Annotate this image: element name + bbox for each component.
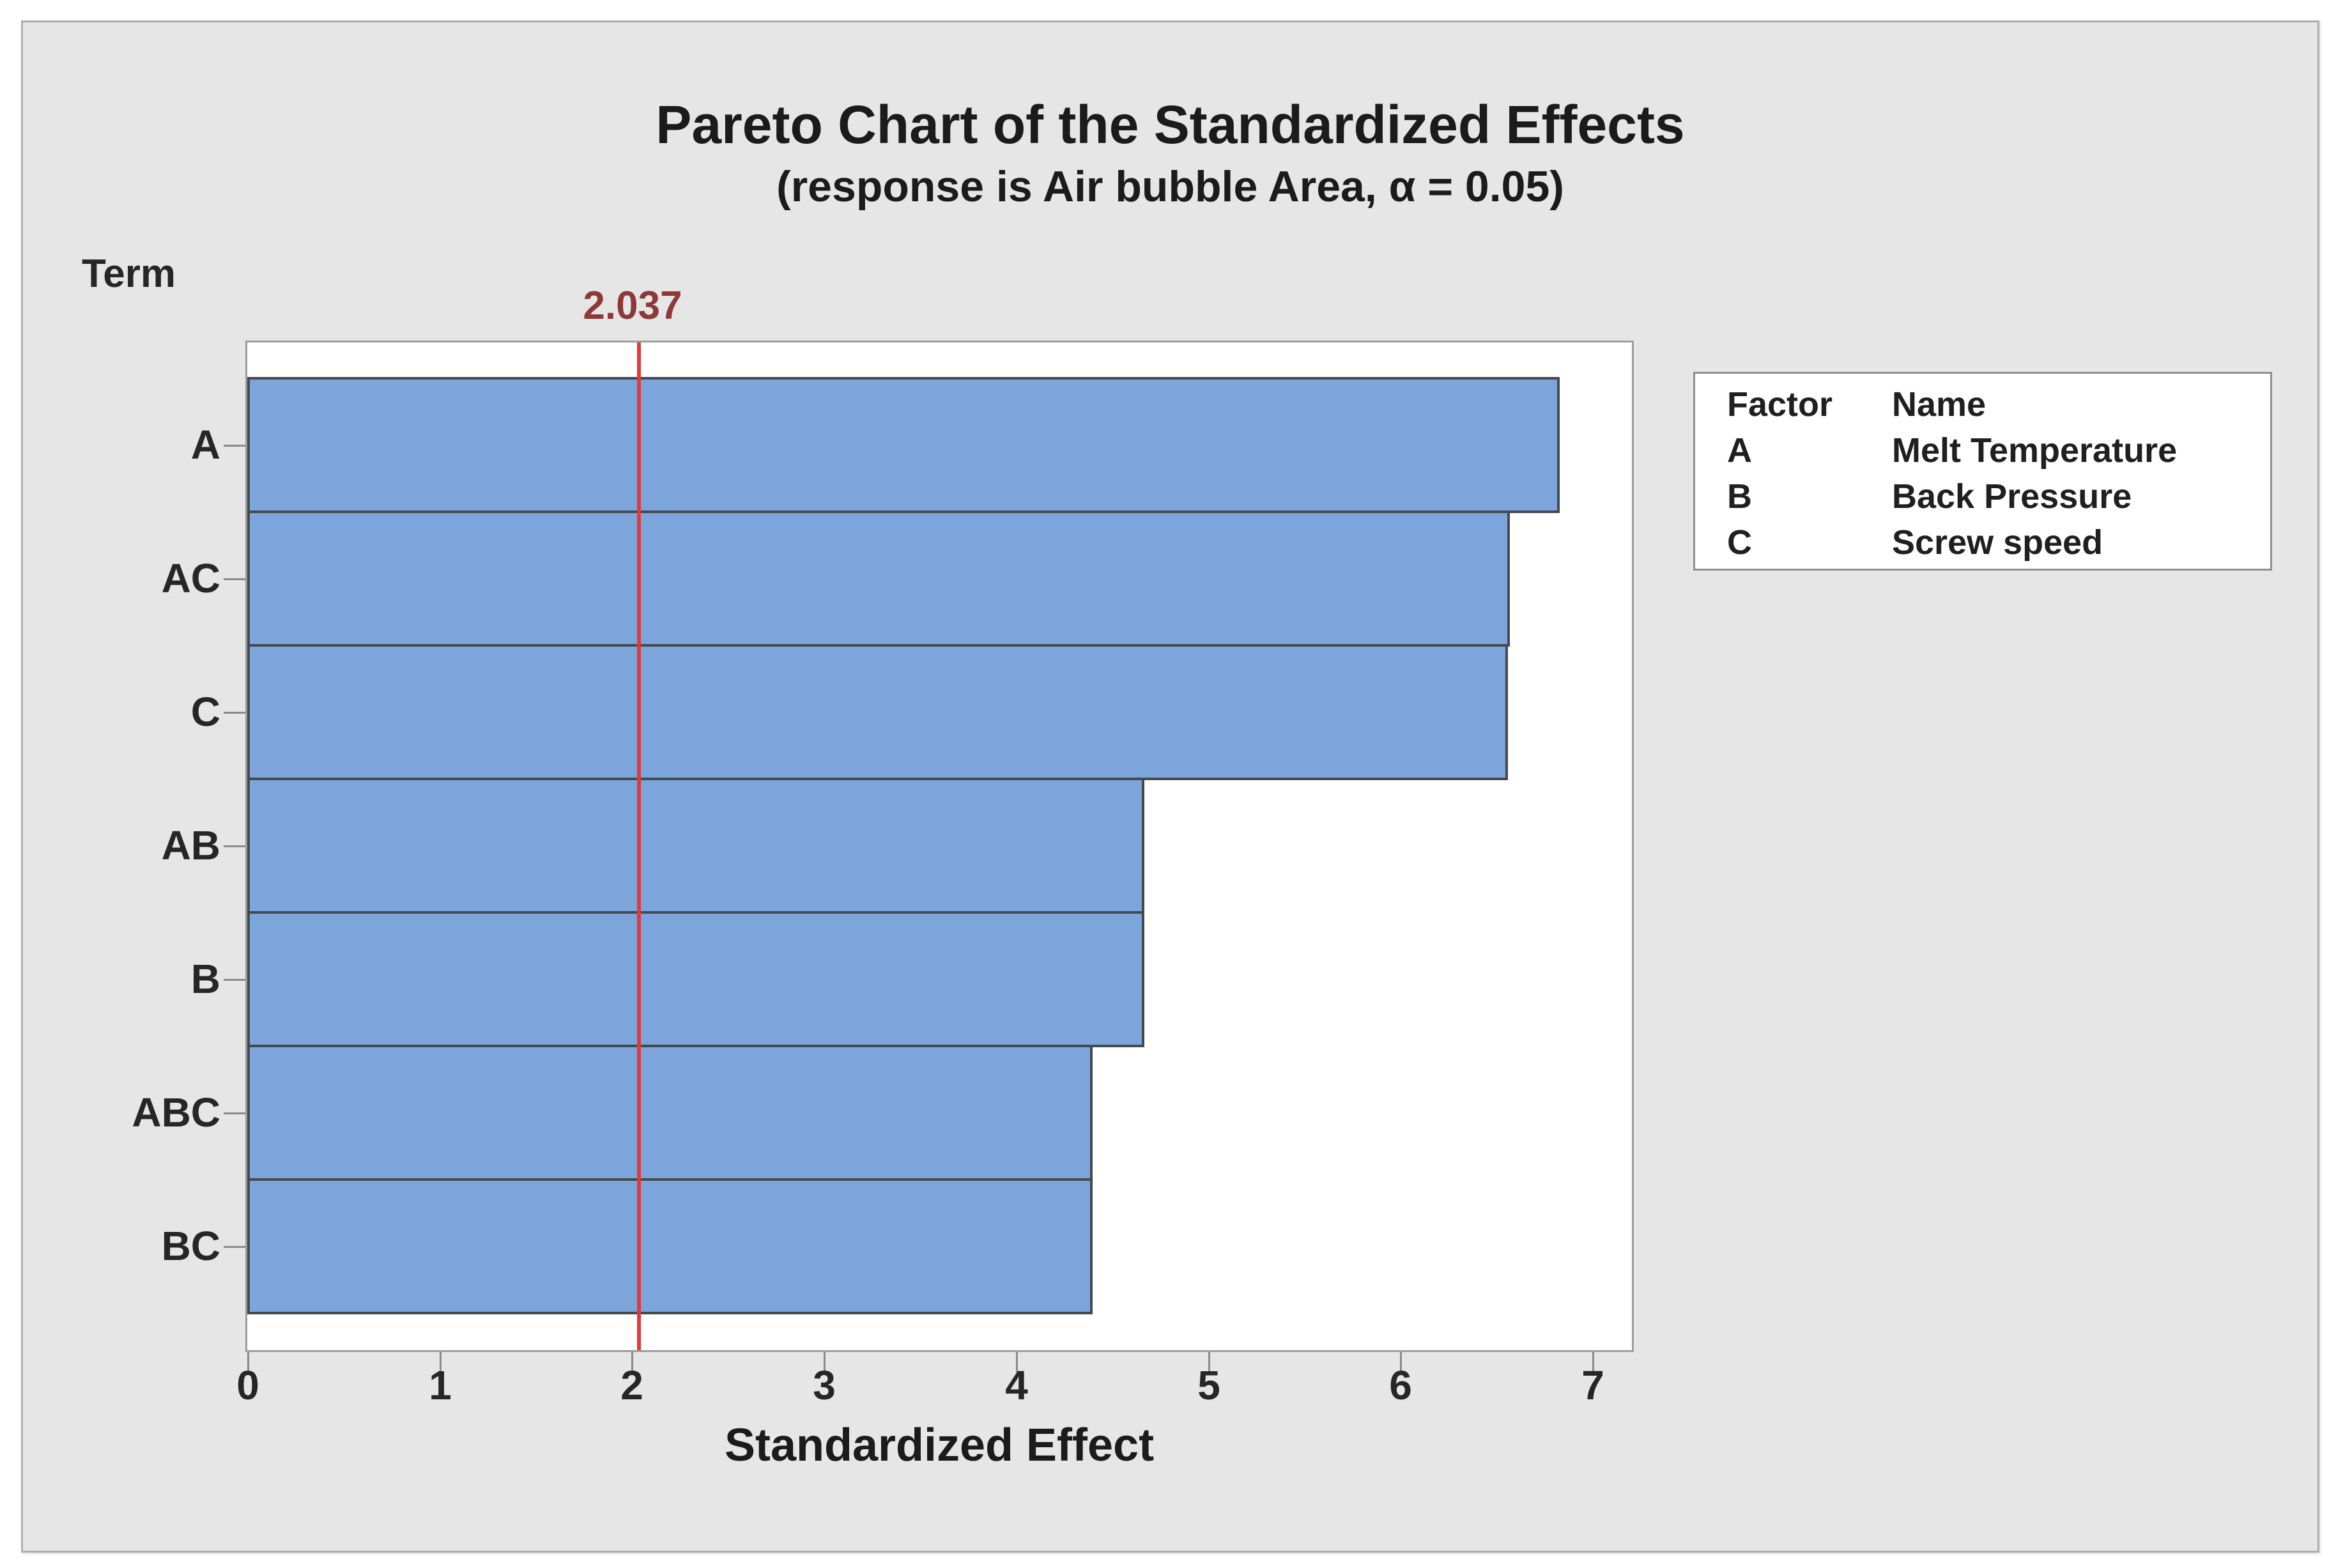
legend-header: Factor Name: [1727, 381, 2270, 427]
legend-box: Factor Name A Melt Temperature B Back Press…: [1693, 372, 2272, 571]
legend-header-factor: Factor: [1727, 385, 1833, 424]
chart-title: Pareto Chart of the Standardized Effects: [656, 95, 1685, 155]
y-axis-tick: [224, 845, 245, 847]
legend-name: Back Pressure: [1892, 477, 2132, 516]
y-axis-tick-label: AB: [161, 822, 220, 868]
x-axis-tick-label: 7: [1581, 1362, 1604, 1408]
chart-subtitle: (response is Air bubble Area, α = 0.05): [776, 162, 1564, 211]
x-axis-tick: [824, 1352, 826, 1372]
legend-name: Screw speed: [1892, 523, 2103, 562]
pareto-bar-a: [247, 377, 1560, 513]
pareto-bar-ab: [247, 778, 1144, 914]
x-axis-tick: [247, 1352, 249, 1372]
x-axis-tick: [440, 1352, 442, 1372]
x-axis-tick-label: 4: [1005, 1362, 1028, 1408]
graph-panel: Pareto Chart of the Standardized Effects…: [21, 20, 2319, 1553]
pareto-bar-abc: [247, 1045, 1093, 1181]
y-axis-title: Term: [82, 252, 176, 296]
x-axis-tick: [1592, 1352, 1594, 1372]
x-axis-tick-label: 5: [1197, 1362, 1220, 1408]
y-axis-tick-label: C: [190, 689, 220, 735]
y-axis-tick: [224, 979, 245, 981]
x-axis-title: Standardized Effect: [724, 1420, 1155, 1471]
y-axis-tick-label: B: [190, 956, 220, 1002]
y-axis-tick-label: ABC: [132, 1089, 220, 1135]
x-axis-tick-label: 1: [429, 1362, 452, 1408]
y-axis-tick: [224, 1246, 245, 1248]
y-axis-tick: [224, 712, 245, 714]
y-axis-tick-label: AC: [161, 555, 220, 601]
y-axis-tick: [224, 1112, 245, 1114]
legend-row: C Screw speed: [1727, 519, 2270, 565]
pareto-bar-c: [247, 644, 1508, 780]
x-axis-tick-label: 2: [620, 1362, 643, 1408]
x-axis-tick: [631, 1352, 633, 1372]
pareto-bar-ac: [247, 511, 1510, 647]
reference-line-label: 2.037: [583, 284, 682, 328]
x-axis-tick: [1400, 1352, 1402, 1372]
reference-line: [637, 342, 641, 1350]
x-axis-tick-label: 6: [1389, 1362, 1412, 1408]
x-axis-tick: [1016, 1352, 1018, 1372]
legend-header-name: Name: [1892, 385, 1986, 424]
legend-row: A Melt Temperature: [1727, 427, 2270, 473]
legend-factor: B: [1727, 477, 1752, 516]
legend-row: B Back Pressure: [1727, 473, 2270, 519]
y-axis-tick-label: BC: [161, 1223, 220, 1269]
y-axis-tick: [224, 445, 245, 447]
x-axis-tick: [1208, 1352, 1210, 1372]
y-axis-tick: [224, 578, 245, 580]
pareto-bar-bc: [247, 1178, 1093, 1314]
legend-factor: C: [1727, 523, 1752, 562]
y-axis-tick-label: A: [190, 422, 220, 468]
legend-name: Melt Temperature: [1892, 431, 2178, 470]
x-axis-tick-label: 3: [813, 1362, 836, 1408]
x-axis-tick-label: 0: [236, 1362, 259, 1408]
plot-area: [245, 341, 1634, 1352]
pareto-bar-b: [247, 911, 1144, 1047]
legend-factor: A: [1727, 431, 1752, 470]
